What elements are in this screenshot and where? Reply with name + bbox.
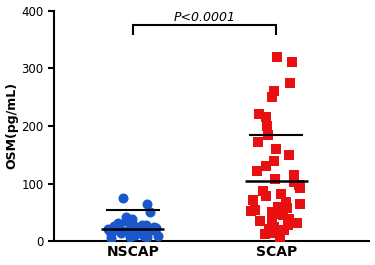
Point [280, 213, 286, 218]
Point [274, 211, 280, 216]
Point [266, 229, 272, 233]
Point [287, 81, 293, 85]
Point [153, 226, 159, 230]
Point [147, 210, 153, 215]
Point [152, 228, 158, 232]
Y-axis label: OSM(pg/mL): OSM(pg/mL) [6, 82, 18, 170]
Point [271, 231, 277, 235]
Point [269, 210, 275, 215]
Point [248, 209, 254, 213]
Point [108, 232, 114, 236]
Point [255, 140, 261, 144]
Point [105, 227, 111, 231]
Point [141, 234, 147, 238]
Point [267, 227, 273, 231]
Point [273, 147, 279, 151]
Point [294, 221, 300, 225]
Point [128, 228, 134, 232]
Point [263, 194, 269, 198]
Point [285, 223, 291, 227]
Point [271, 89, 277, 94]
Point [283, 200, 289, 204]
Point [139, 230, 145, 234]
Point [129, 217, 135, 222]
Point [256, 112, 262, 117]
Point [291, 173, 297, 177]
Point [129, 221, 135, 225]
Point [269, 222, 275, 226]
Point [271, 225, 277, 229]
Point [146, 229, 152, 233]
Text: P<0.0001: P<0.0001 [174, 11, 236, 24]
Point [130, 231, 136, 235]
Point [278, 192, 284, 196]
Point [254, 169, 260, 173]
Point [262, 232, 268, 236]
Point [272, 177, 278, 181]
Point [118, 231, 124, 235]
Point [154, 233, 160, 238]
Point [286, 153, 292, 157]
Point [139, 222, 145, 227]
Point [297, 186, 303, 190]
Point [252, 207, 258, 212]
Point [132, 225, 138, 229]
Point [257, 219, 263, 223]
Point [250, 198, 256, 202]
Point [260, 188, 266, 193]
Point [144, 235, 150, 239]
Point [127, 235, 133, 239]
Point [111, 224, 117, 228]
Point [288, 60, 294, 65]
Point [269, 95, 275, 99]
Point [296, 183, 302, 187]
Point [128, 222, 134, 226]
Point [274, 55, 280, 59]
Point [123, 219, 129, 223]
Point [264, 124, 270, 128]
Point [120, 196, 126, 200]
Point [108, 236, 114, 241]
Point [284, 206, 290, 210]
Point [272, 158, 278, 163]
Point [277, 235, 283, 239]
Point [274, 205, 280, 209]
Point [132, 233, 138, 237]
Point [284, 204, 290, 208]
Point [135, 227, 141, 231]
Point [151, 228, 157, 232]
Point [143, 223, 149, 227]
Point [270, 215, 276, 219]
Point [124, 229, 130, 233]
Point [116, 225, 122, 229]
Point [151, 225, 157, 229]
Point [108, 229, 114, 233]
Point [131, 224, 137, 228]
Point [263, 164, 269, 169]
Point [119, 229, 125, 233]
Point [297, 202, 303, 206]
Point [263, 115, 269, 120]
Point [130, 232, 136, 236]
Point [281, 228, 287, 232]
Point [115, 228, 121, 232]
Point [286, 217, 292, 222]
Point [291, 180, 297, 184]
Point [115, 221, 121, 226]
Point [123, 215, 129, 219]
Point [269, 216, 275, 220]
Point [265, 132, 271, 137]
Point [144, 202, 150, 206]
